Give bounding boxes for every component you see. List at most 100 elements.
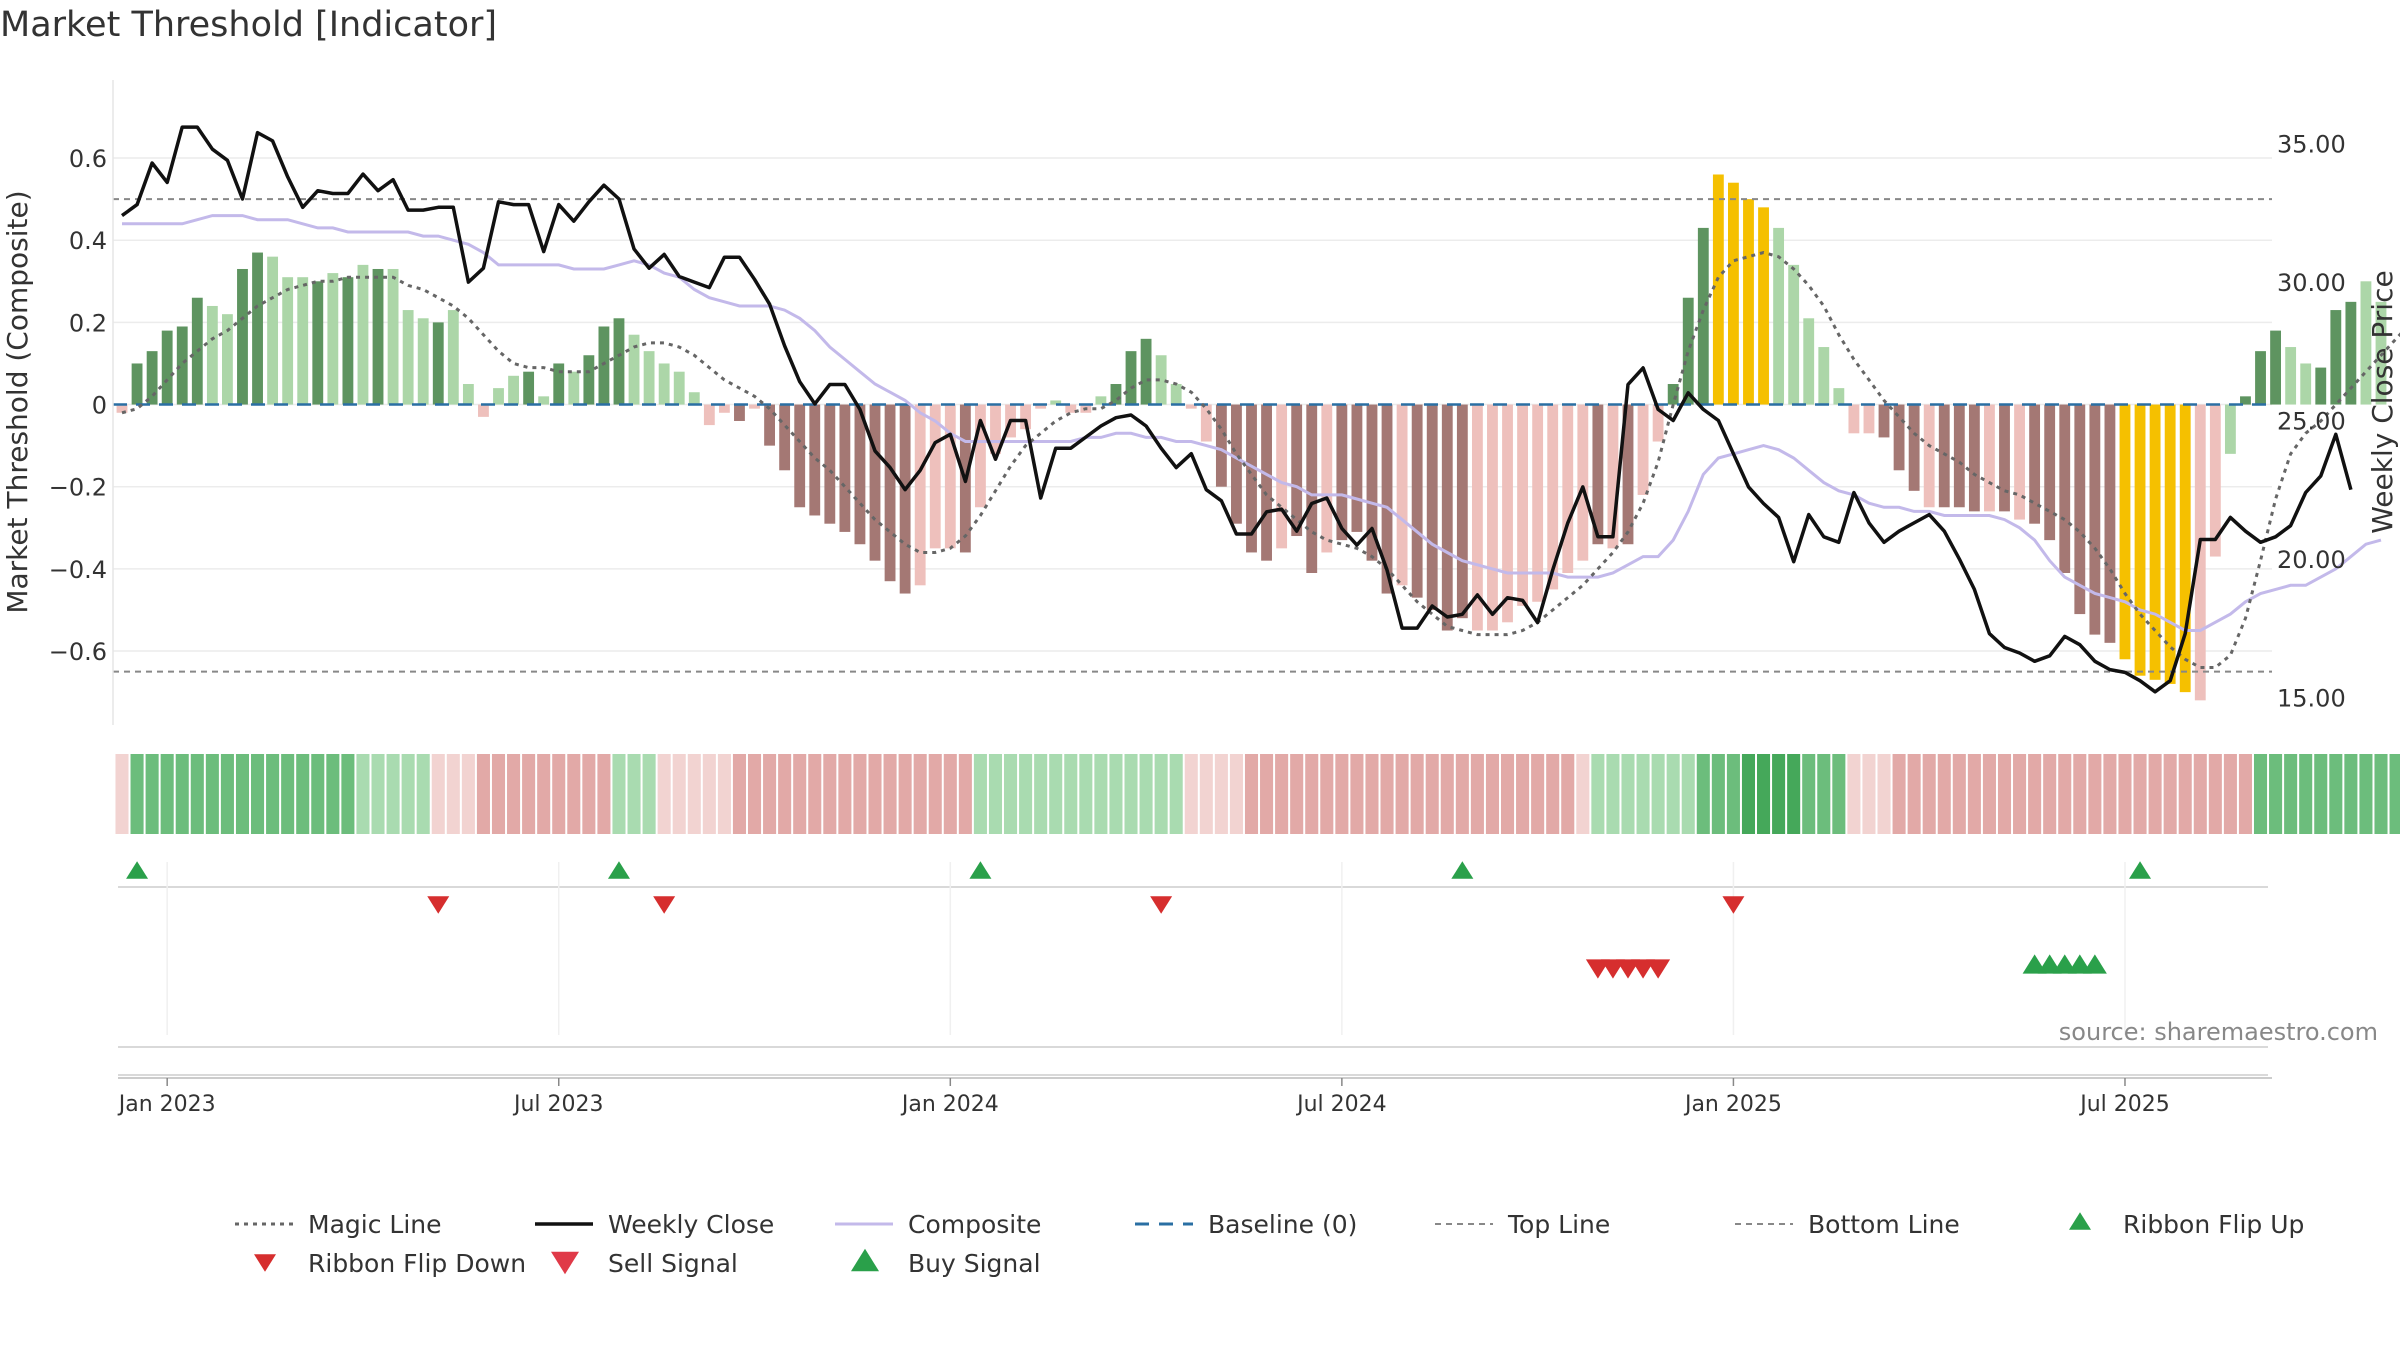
composite-bar [2270, 330, 2282, 405]
legend-label: Ribbon Flip Down [308, 1249, 526, 1278]
ribbon-cell [1832, 754, 1846, 834]
ribbon-cell [883, 754, 897, 834]
composite-bar [2014, 404, 2025, 520]
composite-bar [2300, 363, 2312, 405]
chart-title: Market Threshold [Indicator] [0, 5, 497, 45]
composite-bar [673, 371, 685, 405]
legend-swatch [254, 1254, 276, 1272]
ribbon-cell [461, 754, 475, 834]
ribbon-cell [2133, 754, 2147, 834]
ribbon-cell [1485, 754, 1499, 834]
composite-bar [2164, 404, 2176, 684]
composite-bar [1487, 404, 1498, 631]
composite-line [122, 214, 2382, 632]
ribbon-cell [702, 754, 716, 834]
signal-markers [126, 861, 2152, 979]
composite-bar [974, 404, 986, 508]
composite-bar [1592, 404, 1604, 545]
buy-signal-marker [2082, 954, 2107, 974]
ribbon-cell [1666, 754, 1680, 834]
ribbon-cell [401, 754, 415, 834]
ribbon-cell [988, 754, 1003, 834]
right-tick-label: 25.00 [2277, 407, 2346, 435]
ribbon-cell [1561, 754, 1575, 834]
legend-label: Baseline (0) [1208, 1210, 1357, 1239]
ribbon-cell [853, 754, 867, 834]
ribbon-cell [1199, 754, 1213, 834]
ribbon-cell [235, 754, 250, 834]
ribbon-cell [1531, 754, 1545, 834]
legend-label: Ribbon Flip Up [2123, 1210, 2304, 1239]
composite-bar [734, 404, 745, 421]
weekly-close-line [120, 125, 2353, 694]
sell-signal-marker [1585, 959, 1610, 979]
ribbon-cell [2284, 754, 2298, 834]
ribbon-cell [1787, 754, 1801, 834]
ribbon-cell [2058, 754, 2072, 834]
legend-label: Top Line [1507, 1210, 1610, 1239]
composite-bar [2255, 351, 2266, 405]
buy-signal-marker [2037, 954, 2062, 974]
ribbon-cell [2103, 754, 2117, 834]
ribbon-cell [1229, 754, 1243, 834]
sell-signal-marker [1631, 959, 1656, 979]
legend-swatch [2069, 1212, 2091, 1230]
ribbon-flip-up-marker [1451, 861, 1474, 879]
ribbon-cell [175, 754, 189, 834]
ribbon-cell [1019, 754, 1033, 834]
ribbon-cell [2299, 754, 2313, 834]
ribbon-cell [2043, 754, 2057, 834]
buy-signal-marker [2052, 954, 2077, 974]
ribbon-cell [1214, 754, 1228, 834]
composite-bar [2149, 404, 2161, 680]
composite-bar [462, 384, 474, 405]
composite-bar [402, 310, 414, 405]
ribbon-cell [1335, 754, 1349, 834]
composite-bar [1758, 207, 1769, 405]
composite-bar [1095, 396, 1107, 405]
composite-bar [1562, 404, 1574, 573]
ribbon-cell [1546, 754, 1560, 834]
composite-bar [598, 326, 610, 405]
ribbon-cell [672, 754, 686, 834]
composite-bar [237, 268, 248, 405]
left-tick-label: −0.2 [49, 474, 107, 502]
ribbon-cell [2359, 754, 2373, 834]
composite-bar [824, 404, 836, 524]
composite-bar [387, 268, 399, 405]
legend-label: Bottom Line [1808, 1210, 1960, 1239]
legend-swatch [851, 1248, 879, 1272]
composite-bars [116, 174, 2387, 701]
composite-bar [703, 404, 715, 426]
composite-bar [523, 371, 535, 405]
composite-bar [809, 404, 821, 516]
right-tick-label: 35.00 [2277, 131, 2346, 159]
composite-bar [643, 351, 655, 405]
ribbon-cell [687, 754, 701, 834]
composite-bar [1667, 384, 1679, 405]
composite-bar [2240, 396, 2251, 405]
ribbon-cell [145, 754, 159, 834]
magic-line [121, 250, 2400, 669]
ribbon-cell [1154, 754, 1168, 834]
composite-bar [2315, 367, 2327, 405]
composite-bar [2134, 404, 2146, 676]
composite-bar [2345, 301, 2357, 405]
ribbon-cell [943, 754, 957, 834]
ribbon-cell [1877, 754, 1891, 834]
composite-bar [116, 404, 128, 413]
ribbon-cell [1862, 754, 1876, 834]
ribbon-cell [386, 754, 400, 834]
composite-bar [131, 363, 143, 405]
ribbon-cell [1034, 754, 1048, 834]
ribbon-cell [1500, 754, 1515, 834]
composite-bar [1366, 404, 1378, 561]
ribbon-cell [1741, 754, 1756, 834]
legend-label: Composite [908, 1210, 1041, 1239]
composite-bar [1652, 404, 1664, 442]
composite-bar [749, 404, 760, 409]
ribbon-cell [1350, 754, 1364, 834]
ribbon-cell [1757, 754, 1771, 834]
x-tick-label: Jul 2024 [1295, 1092, 1387, 1117]
ribbon-cell [1711, 754, 1725, 834]
